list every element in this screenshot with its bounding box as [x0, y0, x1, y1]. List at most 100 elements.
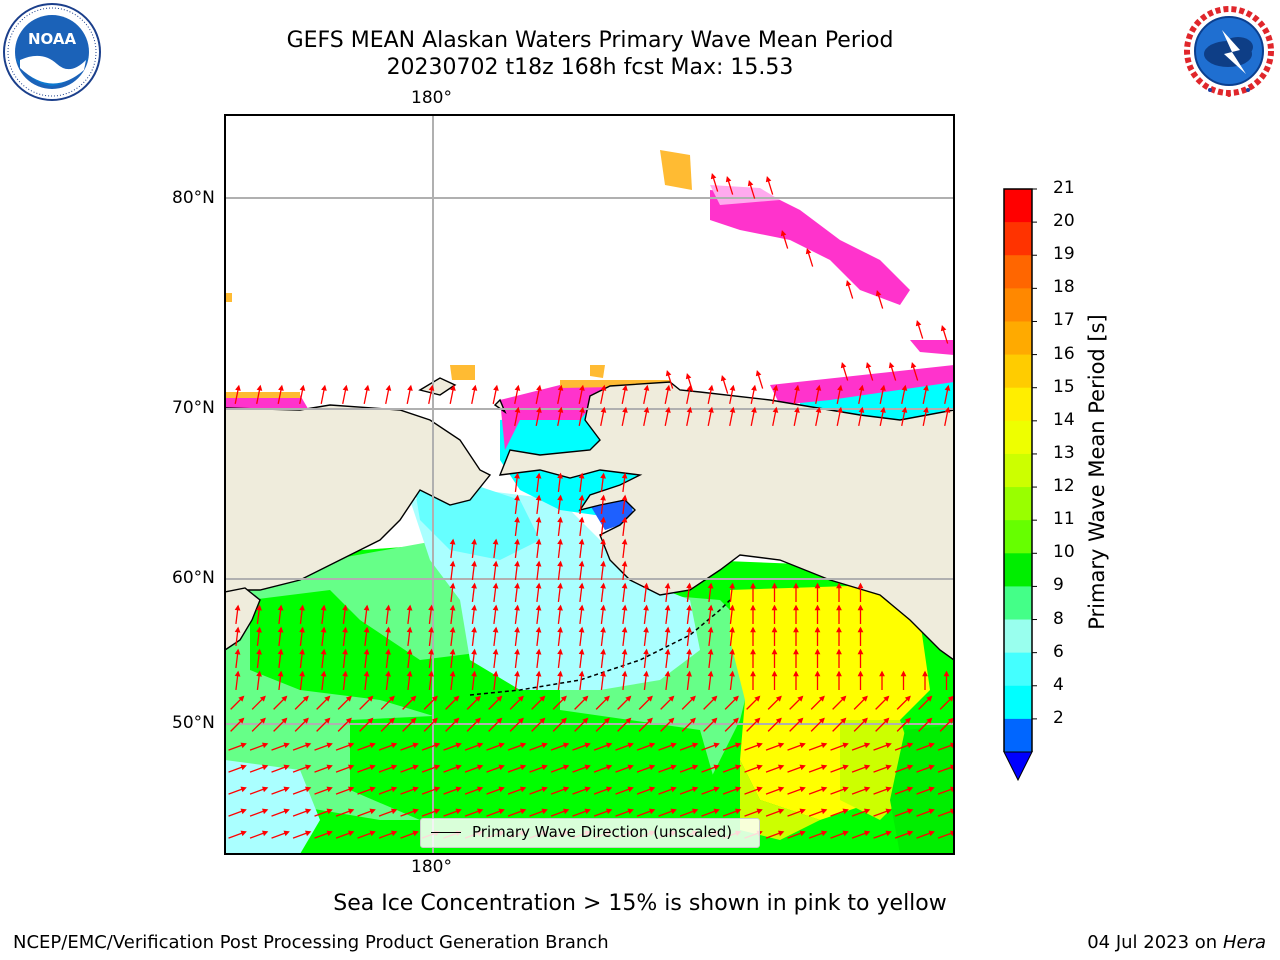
wave-arrow-head [606, 786, 613, 793]
wave-arrow-head [600, 538, 606, 545]
wave-arrow-head [535, 670, 542, 677]
wave-arrow-head [861, 717, 868, 724]
colorbar [1003, 188, 1037, 782]
wave-arrow-head [622, 384, 628, 391]
colorbar-segment [1004, 189, 1032, 223]
wave-arrow-head [765, 176, 772, 183]
wave-arrow-head [780, 230, 787, 237]
wave-arrow-head [910, 362, 917, 369]
wave-arrow-head [578, 560, 585, 567]
wave-arrow-head [814, 604, 821, 611]
wave-arrow-head [771, 626, 778, 633]
wave-arrow-head [477, 764, 484, 771]
wave-arrow-head [836, 604, 842, 611]
wave-arrow-head [857, 670, 864, 677]
wave-arrow-head [391, 786, 398, 793]
wave-arrow-head [928, 830, 935, 837]
wave-arrow-head [320, 670, 327, 677]
wave-arrow-head [348, 808, 355, 815]
chart-title: GEFS MEAN Alaskan Waters Primary Wave Me… [286, 28, 894, 53]
wave-arrow-head [685, 373, 692, 380]
wave-arrow-head [256, 604, 262, 611]
wave-arrow-head [369, 808, 376, 815]
wave-arrow-head [750, 604, 756, 611]
wave-arrow-head [320, 626, 327, 633]
wave-arrow-head [815, 406, 822, 413]
wave-arrow-head [234, 604, 241, 611]
wave-arrow-head [240, 808, 247, 815]
wave-arrow-head [943, 670, 950, 677]
wave-arrow-head [326, 808, 333, 815]
wave-arrow-head [305, 808, 312, 815]
wave-arrow-head [453, 717, 460, 724]
wave-arrow-head [406, 670, 413, 677]
wave-arrow-head [449, 648, 456, 655]
wave-arrow-head [321, 384, 327, 391]
national-weather-service-logo [1180, 2, 1278, 100]
wave-arrow-head [235, 384, 241, 391]
wave-arrow-head [434, 764, 441, 771]
wave-arrow-head [578, 494, 585, 501]
wave-arrow-head [600, 626, 606, 633]
wave-arrow-head [922, 670, 928, 677]
wave-arrow-head [535, 516, 542, 523]
wave-arrow-head [560, 717, 567, 724]
wave-arrow-head [406, 648, 413, 655]
wave-arrow-head [363, 626, 370, 633]
wave-arrow-head [818, 717, 825, 724]
wave-arrow-head [563, 742, 570, 749]
wave-arrow-head [907, 786, 914, 793]
wave-arrow-head [455, 808, 462, 815]
wave-arrow-head [262, 830, 269, 837]
wave-arrow-head [492, 648, 499, 655]
wave-arrow-head [535, 560, 542, 567]
wave-arrow-head [907, 808, 914, 815]
wave-arrow-head [240, 786, 247, 793]
wave-arrow-head [385, 384, 392, 391]
wave-arrow-head [643, 582, 649, 589]
wave-arrow-head [771, 648, 778, 655]
wave-arrow-head [557, 582, 563, 589]
wave-arrow-head [928, 764, 935, 771]
wave-arrow-head [926, 717, 933, 724]
wave-arrow-head [305, 764, 312, 771]
wave-arrow-head [326, 742, 333, 749]
wave-arrow-head [668, 695, 675, 702]
wave-arrow-head [621, 670, 628, 677]
wave-arrow-head [514, 472, 520, 479]
wave-arrow-head [775, 695, 782, 702]
wave-arrow-head [747, 180, 754, 187]
colorbar-segment [1004, 387, 1032, 422]
wave-arrow-head [821, 742, 828, 749]
wave-arrow-head [535, 538, 542, 545]
wave-arrow-head [348, 830, 355, 837]
wave-arrow-head [799, 808, 806, 815]
wave-arrow-head [449, 670, 456, 677]
wave-arrow-head [756, 742, 763, 749]
wave-arrow-head [837, 406, 843, 413]
wave-arrow-head [606, 742, 613, 749]
wave-arrow-head [302, 717, 309, 724]
wave-arrow-head [342, 670, 348, 677]
wave-arrow-head [864, 764, 871, 771]
wave-arrow-head [428, 626, 434, 633]
colorbar-tick-label: 19 [1053, 244, 1075, 265]
wave-arrow-head [517, 695, 524, 702]
wave-arrow-head [600, 494, 606, 501]
wave-arrow-head [600, 406, 607, 413]
wave-arrow-head [240, 830, 247, 837]
wave-arrow-head [879, 670, 885, 677]
wave-arrow-head [536, 384, 542, 391]
wave-arrow-head [864, 830, 871, 837]
wave-arrow-head [539, 717, 546, 724]
wave-arrow-head [643, 648, 649, 655]
wave-arrow-head [729, 648, 735, 655]
wave-arrow-head [814, 670, 821, 677]
wave-arrow-head [689, 717, 696, 724]
wave-arrow-head [793, 670, 799, 677]
colorbar-segment [1004, 520, 1032, 554]
wave-arrow-head [885, 764, 892, 771]
wave-arrow-head [283, 764, 290, 771]
wave-arrow-head [947, 695, 954, 702]
wave-arrow-head [369, 742, 376, 749]
